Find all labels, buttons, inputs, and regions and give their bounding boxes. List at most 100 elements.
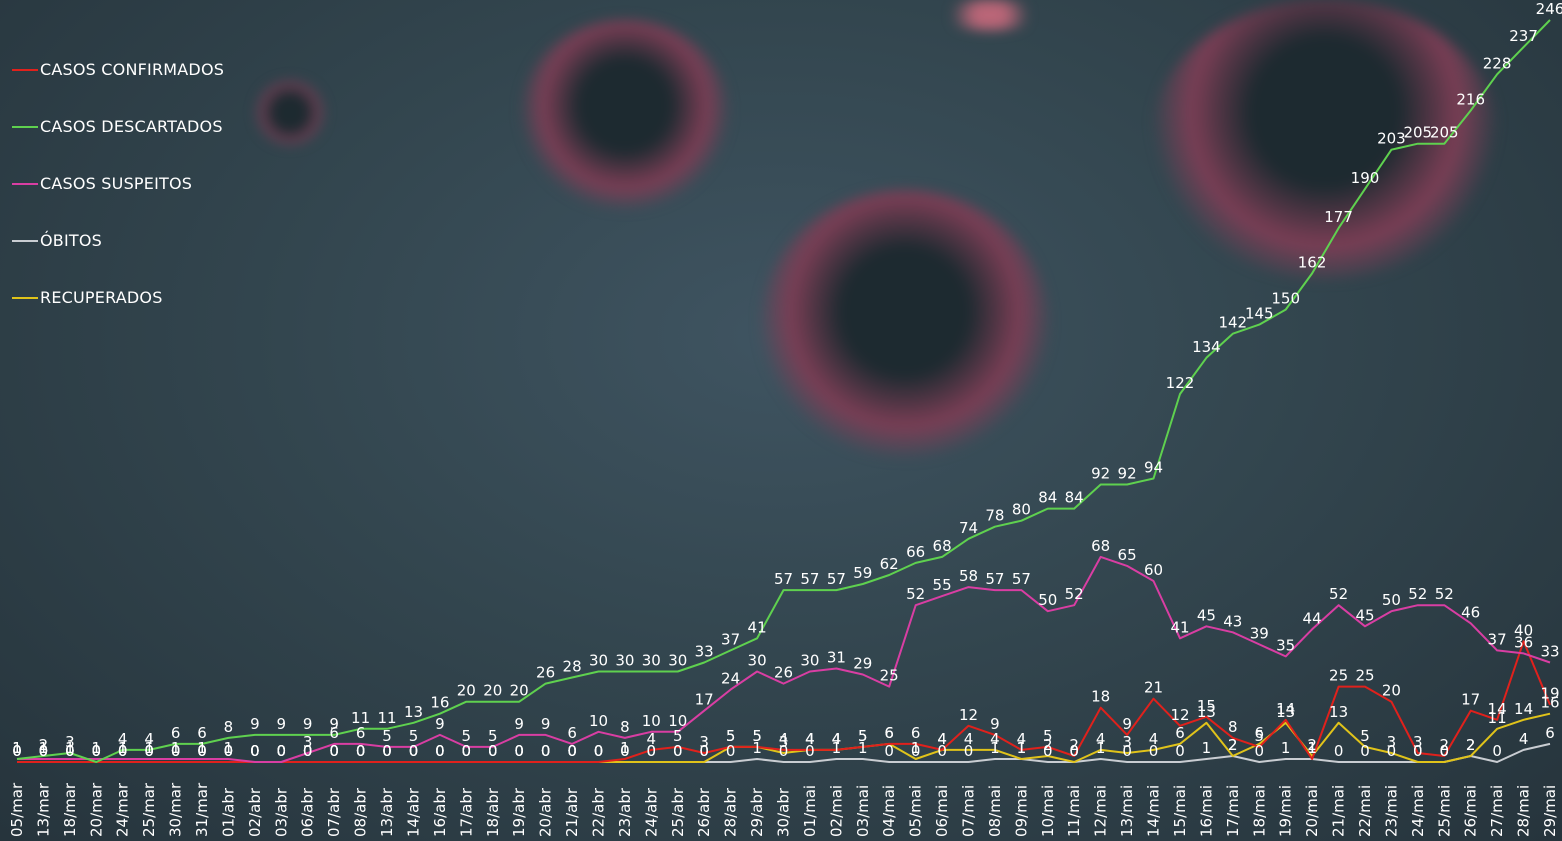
- data-label: 0: [65, 742, 75, 760]
- data-label: 4: [937, 730, 947, 748]
- data-label: 0: [1413, 742, 1423, 760]
- data-label: 0: [567, 742, 577, 760]
- data-label: 13: [404, 703, 423, 721]
- data-label: 30: [589, 652, 608, 670]
- data-label: 0: [647, 742, 657, 760]
- data-label: 0: [1069, 742, 1079, 760]
- data-label: 3: [1413, 733, 1423, 751]
- data-label: 0: [964, 742, 974, 760]
- data-label: 0: [541, 742, 551, 760]
- series-line: [16, 19, 1551, 763]
- data-label: 0: [224, 742, 234, 760]
- data-label: 4: [144, 730, 154, 748]
- data-label: 9: [250, 715, 260, 733]
- data-label: 0: [699, 742, 709, 760]
- data-label: 4: [990, 730, 1000, 748]
- data-label: 50: [1038, 591, 1057, 609]
- data-label: 13: [1329, 703, 1348, 721]
- x-tick-label: 10/mai: [1039, 785, 1057, 837]
- data-label: 58: [959, 567, 978, 585]
- data-label: 0: [726, 742, 736, 760]
- data-label: 0: [1440, 742, 1450, 760]
- data-label: 0: [329, 742, 339, 760]
- data-label: 0: [65, 742, 75, 760]
- data-label: 1: [752, 739, 762, 757]
- data-label: 3: [303, 733, 313, 751]
- data-label: 45: [1197, 606, 1216, 624]
- data-label: 52: [906, 585, 925, 603]
- data-label: 6: [567, 724, 577, 742]
- data-label: 0: [250, 742, 260, 760]
- data-label: 0: [39, 742, 49, 760]
- data-label: 0: [250, 742, 260, 760]
- x-tick-label: 27/mai: [1488, 785, 1506, 837]
- data-label: 84: [1065, 489, 1084, 507]
- data-label: 1: [911, 739, 921, 757]
- data-label: 60: [1144, 561, 1163, 579]
- data-label: 30: [748, 652, 767, 670]
- data-label: 190: [1351, 169, 1380, 187]
- data-label: 3: [1122, 733, 1132, 751]
- data-label: 9: [277, 715, 287, 733]
- data-label: 0: [329, 742, 339, 760]
- x-tick-label: 28/abr: [722, 787, 740, 837]
- x-tick-label: 24/mai: [1409, 785, 1427, 837]
- legend-swatch: [12, 69, 38, 71]
- data-label: 16: [1540, 694, 1559, 712]
- data-label: 80: [1012, 501, 1031, 519]
- x-tick-label: 04/mai: [880, 785, 898, 837]
- x-tick-label: 08/mai: [986, 785, 1004, 837]
- data-label: 4: [647, 730, 657, 748]
- data-label: 0: [937, 742, 947, 760]
- data-label: 0: [409, 742, 419, 760]
- data-label: 13: [1197, 703, 1216, 721]
- data-label: 203: [1377, 130, 1406, 148]
- x-tick-label: 25/mai: [1435, 785, 1453, 837]
- data-label: 19: [1540, 685, 1559, 703]
- data-label: 68: [1091, 537, 1110, 555]
- data-label: 6: [884, 724, 894, 742]
- data-label: 30: [642, 652, 661, 670]
- data-label: 30: [615, 652, 634, 670]
- legend-label: CASOS DESCARTADOS: [40, 117, 223, 136]
- data-label: 5: [462, 727, 472, 745]
- data-label: 17: [695, 691, 714, 709]
- data-label: 177: [1324, 208, 1353, 226]
- x-tick-label: 20/mai: [1303, 785, 1321, 837]
- virus-image-blob: [520, 20, 730, 210]
- x-tick-label: 09/mai: [1012, 785, 1030, 837]
- data-label: 16: [430, 694, 449, 712]
- data-label: 2: [1307, 736, 1317, 754]
- data-label: 0: [92, 742, 102, 760]
- x-tick-label: 02/abr: [246, 787, 264, 837]
- data-label: 3: [1387, 733, 1397, 751]
- data-label: 37: [721, 630, 740, 648]
- data-label: 9: [303, 715, 313, 733]
- data-label: 52: [1329, 585, 1348, 603]
- data-label: 57: [774, 570, 793, 588]
- data-label: 52: [1065, 585, 1084, 603]
- data-label: 0: [1413, 742, 1423, 760]
- data-label: 0: [435, 742, 445, 760]
- data-label: 28: [563, 658, 582, 676]
- data-label: 36: [1514, 633, 1533, 651]
- data-label: 0: [462, 742, 472, 760]
- data-label: 4: [1519, 730, 1529, 748]
- x-tick-label: 07/abr: [325, 787, 343, 837]
- x-tick-label: 18/abr: [484, 787, 502, 837]
- data-label: 0: [303, 742, 313, 760]
- data-label: 66: [906, 543, 925, 561]
- virus-image-blob: [760, 190, 1050, 460]
- data-label: 52: [1435, 585, 1454, 603]
- data-label: 17: [1461, 691, 1480, 709]
- data-label: 0: [65, 742, 75, 760]
- data-label: 216: [1456, 91, 1485, 109]
- data-label: 11: [377, 709, 396, 727]
- data-label: 12: [1170, 706, 1189, 724]
- data-label: 0: [277, 742, 287, 760]
- data-label: 0: [1334, 742, 1344, 760]
- data-label: 33: [695, 643, 714, 661]
- data-label: 5: [1360, 727, 1370, 745]
- x-tick-label: 25/abr: [669, 787, 687, 837]
